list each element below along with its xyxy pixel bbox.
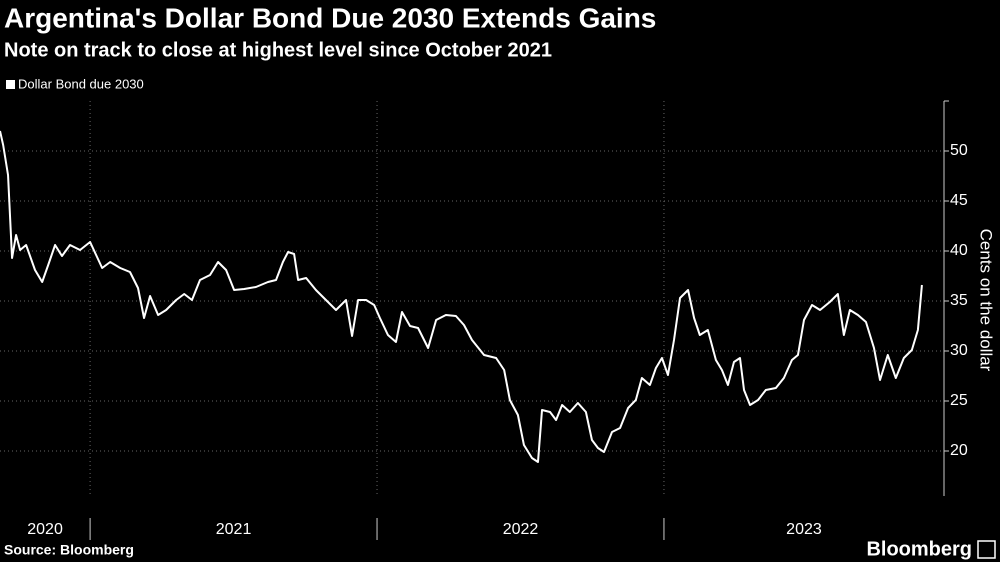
x-tick-label: 2020 bbox=[27, 521, 63, 538]
legend-label: Dollar Bond due 2030 bbox=[18, 76, 144, 91]
y-tick-label: 35 bbox=[950, 292, 968, 309]
y-tick-label: 25 bbox=[950, 392, 968, 409]
chart-title: Argentina's Dollar Bond Due 2030 Extends… bbox=[4, 2, 656, 33]
y-tick-label: 40 bbox=[950, 242, 968, 259]
x-tick-label: 2022 bbox=[503, 521, 539, 538]
brand: Bloomberg bbox=[866, 538, 972, 560]
x-tick-label: 2023 bbox=[786, 521, 822, 538]
data-line bbox=[0, 130, 923, 463]
y-axis-label: Cents on the dollar bbox=[977, 229, 996, 372]
y-tick-label: 30 bbox=[950, 342, 968, 359]
y-tick-label: 20 bbox=[950, 442, 968, 459]
y-tick-label: 45 bbox=[950, 192, 968, 209]
chart-subtitle: Note on track to close at highest level … bbox=[4, 39, 552, 61]
legend-swatch bbox=[6, 80, 15, 89]
x-tick-label: 2021 bbox=[216, 521, 252, 538]
source: Source: Bloomberg bbox=[4, 542, 134, 558]
y-tick-label: 50 bbox=[950, 142, 968, 159]
brand-icon bbox=[977, 540, 996, 559]
